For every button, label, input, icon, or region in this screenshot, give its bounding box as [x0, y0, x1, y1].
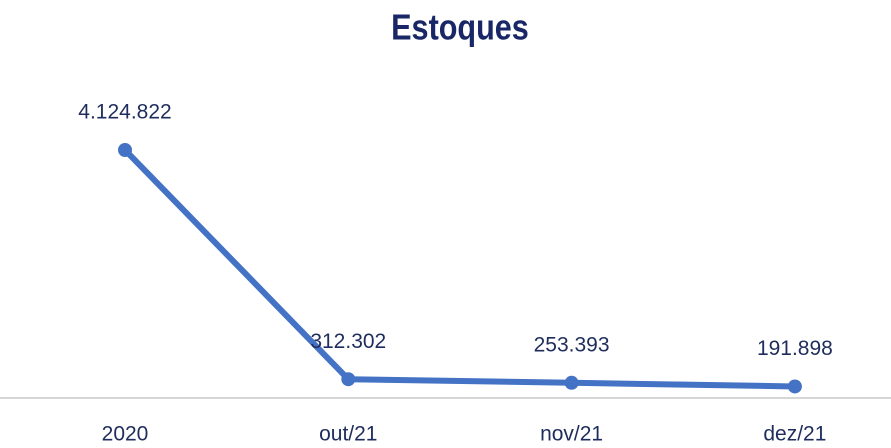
data-label: 253.393 [534, 333, 610, 356]
x-tick-label: 2020 [102, 423, 149, 446]
chart-title: Estoques [391, 8, 529, 48]
x-tick-label: out/21 [319, 423, 377, 446]
data-label: 4.124.822 [78, 101, 171, 124]
x-tick-label: nov/21 [540, 423, 603, 446]
data-label: 191.898 [757, 337, 833, 360]
x-tick-label: dez/21 [763, 423, 826, 446]
data-point [564, 375, 579, 390]
data-point [118, 143, 132, 157]
data-point [341, 372, 356, 387]
data-line [122, 147, 795, 390]
data-label: 312.302 [310, 330, 386, 353]
data-point [787, 379, 802, 394]
